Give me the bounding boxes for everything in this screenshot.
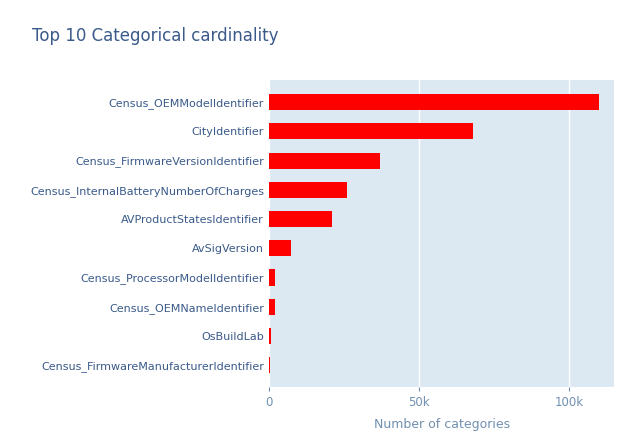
Bar bbox=[269, 328, 271, 344]
Bar bbox=[269, 123, 473, 139]
Bar bbox=[269, 240, 291, 256]
Text: Top 10 Categorical cardinality: Top 10 Categorical cardinality bbox=[32, 27, 278, 44]
Bar bbox=[269, 153, 380, 169]
Bar bbox=[269, 269, 275, 286]
Bar bbox=[269, 299, 275, 315]
Bar bbox=[269, 182, 347, 198]
Bar bbox=[269, 94, 600, 110]
Bar bbox=[269, 357, 270, 373]
Bar bbox=[269, 211, 332, 227]
X-axis label: Number of categories: Number of categories bbox=[374, 417, 509, 430]
